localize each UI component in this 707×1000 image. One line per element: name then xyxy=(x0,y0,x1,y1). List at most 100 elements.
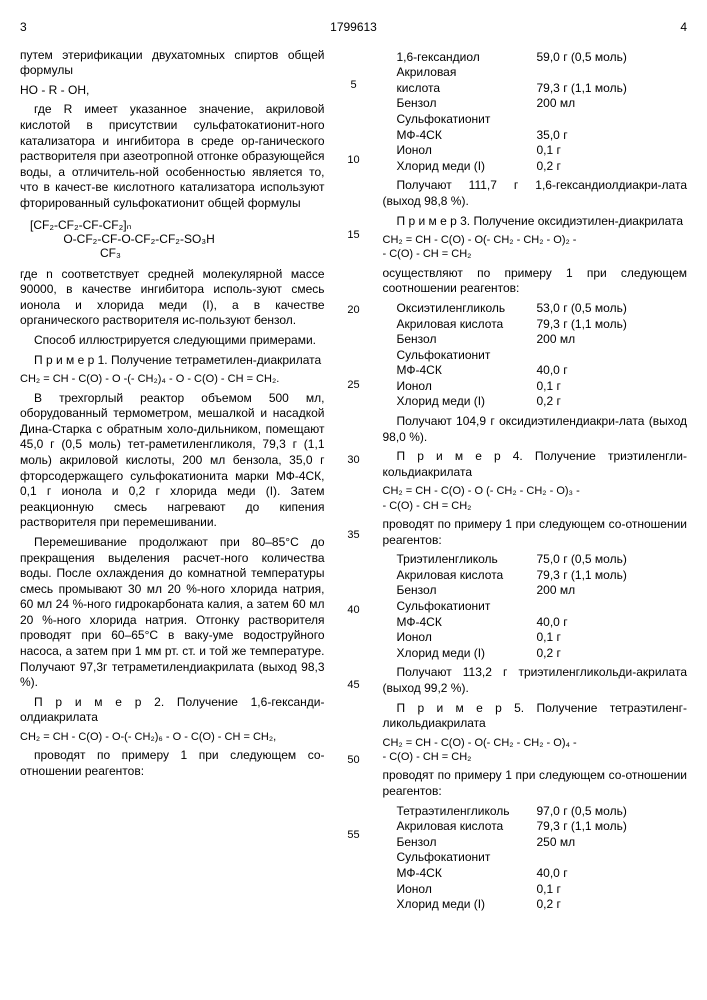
chem-formula: - C(O) - CH = CH₂ xyxy=(383,750,688,764)
reagent-value: 0,2 г xyxy=(537,646,688,662)
reagent-name: Триэтиленгликоль xyxy=(397,552,537,568)
reagent-row: Сульфокатионит xyxy=(397,112,688,128)
reagent-row: Оксиэтиленгликоль53,0 г (0,5 моль) xyxy=(397,301,688,317)
reagent-name: кислота xyxy=(397,81,537,97)
page-number-left: 3 xyxy=(20,20,100,36)
line-mark: 5 xyxy=(343,78,365,92)
right-column: 1,6-гександиол59,0 г (0,5 моль)Акриловая… xyxy=(383,48,688,917)
reagent-name: Акриловая кислота xyxy=(397,819,537,835)
reagent-name: МФ-4СК xyxy=(397,615,537,631)
paragraph: Способ иллюстрируется следующими примера… xyxy=(20,333,325,349)
reagent-name: МФ-4СК xyxy=(397,866,537,882)
line-mark: 50 xyxy=(343,753,365,767)
reagent-row: Акриловая кислота79,3 г (1,1 моль) xyxy=(397,317,688,333)
reagent-row: Акриловая кислота79,3 г (1,1 моль) xyxy=(397,568,688,584)
reagent-row: Сульфокатионит xyxy=(397,599,688,615)
reagent-value: 0,1 г xyxy=(537,630,688,646)
reagent-row: Сульфокатионит xyxy=(397,850,688,866)
line-mark: 25 xyxy=(343,378,365,392)
reagent-row: Бензол200 мл xyxy=(397,96,688,112)
reagent-table-4: Тетраэтиленгликоль97,0 г (0,5 моль)Акрил… xyxy=(397,804,688,913)
reagent-row: Триэтиленгликоль75,0 г (0,5 моль) xyxy=(397,552,688,568)
example-heading: П р и м е р 4. Получение триэтиленгли-ко… xyxy=(383,449,688,480)
reagent-value: 79,3 г (1,1 моль) xyxy=(537,819,688,835)
patent-number: 1799613 xyxy=(100,20,607,36)
paragraph: осуществляют по примеру 1 при следующем … xyxy=(383,266,688,297)
reagent-row: Хлорид меди (I)0,2 г xyxy=(397,159,688,175)
reagent-name: Оксиэтиленгликоль xyxy=(397,301,537,317)
reagent-value: 59,0 г (0,5 моль) xyxy=(537,50,688,66)
paragraph: проводят по примеру 1 при следующем со-о… xyxy=(383,517,688,548)
reagent-name: Тетраэтиленгликоль xyxy=(397,804,537,820)
paragraph: В трехгорлый реактор объемом 500 мл, обо… xyxy=(20,391,325,531)
example-heading: П р и м е р 3. Получение оксидиэтилен-ди… xyxy=(383,214,688,230)
reagent-value: 40,0 г xyxy=(537,615,688,631)
line-mark: 40 xyxy=(343,603,365,617)
result-text: Получают 104,9 г оксидиэтилендиакри-лата… xyxy=(383,414,688,445)
line-mark: 15 xyxy=(343,228,365,242)
reagent-name: Хлорид меди (I) xyxy=(397,897,537,913)
reagent-value: 40,0 г xyxy=(537,363,688,379)
paragraph: где R имеет указанное значение, акрилово… xyxy=(20,102,325,211)
line-mark: 30 xyxy=(343,453,365,467)
reagent-value: 79,3 г (1,1 моль) xyxy=(537,568,688,584)
reagent-name: Ионол xyxy=(397,143,537,159)
paragraph: проводят по примеру 1 при следующем со-о… xyxy=(20,748,325,779)
reagent-name: Акриловая xyxy=(397,65,537,81)
reagent-value: 35,0 г xyxy=(537,128,688,144)
chem-formula: - C(O) - CH = CH₂ xyxy=(383,499,688,513)
reagent-row: Акриловая xyxy=(397,65,688,81)
reagent-value xyxy=(537,850,688,866)
reagent-table-1: 1,6-гександиол59,0 г (0,5 моль)Акриловая… xyxy=(397,50,688,175)
reagent-value xyxy=(537,65,688,81)
reagent-row: МФ-4СК35,0 г xyxy=(397,128,688,144)
reagent-row: Сульфокатионит xyxy=(397,348,688,364)
reagent-name: Хлорид меди (I) xyxy=(397,646,537,662)
reagent-name: Бензол xyxy=(397,332,537,348)
reagent-row: Бензол200 мл xyxy=(397,332,688,348)
reagent-value: 97,0 г (0,5 моль) xyxy=(537,804,688,820)
reagent-row: МФ-4СК40,0 г xyxy=(397,363,688,379)
line-mark: 35 xyxy=(343,528,365,542)
reagent-name: Бензол xyxy=(397,96,537,112)
line-mark: 55 xyxy=(343,828,365,842)
page-header: 3 1799613 4 xyxy=(20,20,687,36)
reagent-value: 200 мл xyxy=(537,96,688,112)
reagent-row: 1,6-гександиол59,0 г (0,5 моль) xyxy=(397,50,688,66)
example-heading: П р и м е р 2. Получение 1,6-гександи-ол… xyxy=(20,695,325,726)
reagent-value: 53,0 г (0,5 моль) xyxy=(537,301,688,317)
reagent-row: кислота79,3 г (1,1 моль) xyxy=(397,81,688,97)
chem-formula: - C(O) - CH = CH₂ xyxy=(383,247,688,261)
left-column: путем этерификации двухатомных спиртов о… xyxy=(20,48,325,917)
reagent-name: Акриловая кислота xyxy=(397,568,537,584)
line-mark: 20 xyxy=(343,303,365,317)
two-column-body: путем этерификации двухатомных спиртов о… xyxy=(20,48,687,917)
reagent-name: Сульфокатионит xyxy=(397,112,537,128)
page-number-right: 4 xyxy=(607,20,687,36)
reagent-name: Хлорид меди (I) xyxy=(397,159,537,175)
line-number-gutter: 5 10 15 20 25 30 35 40 45 50 55 xyxy=(343,48,365,917)
reagent-table-3: Триэтиленгликоль75,0 г (0,5 моль)Акрилов… xyxy=(397,552,688,661)
reagent-value: 79,3 г (1,1 моль) xyxy=(537,81,688,97)
reagent-row: Хлорид меди (I)0,2 г xyxy=(397,646,688,662)
reagent-value: 0,2 г xyxy=(537,897,688,913)
reagent-name: Сульфокатионит xyxy=(397,348,537,364)
reagent-row: Ионол0,1 г xyxy=(397,143,688,159)
reagent-row: Ионол0,1 г xyxy=(397,379,688,395)
reagent-value: 0,2 г xyxy=(537,394,688,410)
reagent-row: Тетраэтиленгликоль97,0 г (0,5 моль) xyxy=(397,804,688,820)
result-text: Получают 113,2 г триэтиленгликольди-акри… xyxy=(383,665,688,696)
reagent-name: Ионол xyxy=(397,379,537,395)
result-text: Получают 111,7 г 1,6-гександиолдиакри-ла… xyxy=(383,178,688,209)
reagent-name: Хлорид меди (I) xyxy=(397,394,537,410)
reagent-name: Бензол xyxy=(397,835,537,851)
reagent-value: 0,1 г xyxy=(537,379,688,395)
reagent-row: Ионол0,1 г xyxy=(397,630,688,646)
reagent-row: МФ-4СК40,0 г xyxy=(397,615,688,631)
reagent-value: 250 мл xyxy=(537,835,688,851)
structural-formula: [CF₂-CF₂-CF-CF₂]ₙ O-CF₂-CF-O-CF₂-CF₂-SO₃… xyxy=(30,218,325,261)
example-heading: П р и м е р 5. Получение тетраэтиленг-ли… xyxy=(383,701,688,732)
line-mark: 45 xyxy=(343,678,365,692)
chem-formula: HO - R - OH, xyxy=(20,83,325,99)
reagent-name: МФ-4СК xyxy=(397,363,537,379)
